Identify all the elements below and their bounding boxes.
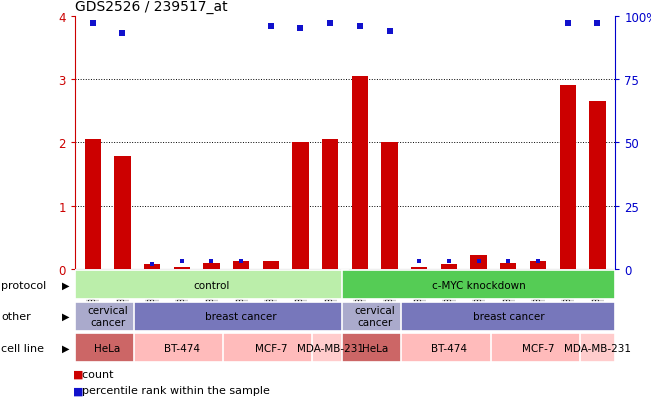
Bar bbox=[579, 333, 615, 362]
Text: MCF-7: MCF-7 bbox=[521, 343, 554, 353]
Text: ■: ■ bbox=[73, 369, 83, 379]
Bar bbox=[471, 255, 487, 269]
Bar bbox=[342, 333, 408, 362]
Bar bbox=[134, 333, 229, 362]
Text: cervical
cancer: cervical cancer bbox=[87, 306, 128, 327]
Text: ▶: ▶ bbox=[62, 311, 70, 321]
Bar bbox=[322, 140, 339, 269]
Bar bbox=[411, 267, 428, 269]
Bar bbox=[292, 143, 309, 269]
Text: BT-474: BT-474 bbox=[164, 343, 200, 353]
Text: c-MYC knockdown: c-MYC knockdown bbox=[432, 280, 525, 290]
Text: percentile rank within the sample: percentile rank within the sample bbox=[75, 385, 270, 395]
Bar bbox=[223, 333, 318, 362]
Bar bbox=[174, 267, 190, 269]
Text: GDS2526 / 239517_at: GDS2526 / 239517_at bbox=[75, 0, 227, 14]
Text: MDA-MB-231: MDA-MB-231 bbox=[297, 343, 364, 353]
Bar bbox=[530, 262, 546, 269]
Bar bbox=[589, 102, 605, 269]
Bar bbox=[402, 302, 615, 331]
Bar bbox=[233, 262, 249, 269]
Text: breast cancer: breast cancer bbox=[473, 311, 544, 321]
Bar bbox=[203, 263, 219, 269]
Bar bbox=[352, 76, 368, 269]
Bar bbox=[75, 333, 140, 362]
Text: other: other bbox=[1, 311, 31, 321]
Text: MDA-MB-231: MDA-MB-231 bbox=[564, 343, 631, 353]
Bar bbox=[490, 333, 585, 362]
Text: ▶: ▶ bbox=[62, 343, 70, 353]
Text: control: control bbox=[193, 280, 230, 290]
Bar bbox=[134, 302, 348, 331]
Bar bbox=[342, 271, 615, 299]
Bar bbox=[441, 264, 457, 269]
Text: ■: ■ bbox=[73, 385, 83, 395]
Bar bbox=[559, 86, 576, 269]
Bar bbox=[402, 333, 497, 362]
Bar bbox=[262, 262, 279, 269]
Text: HeLa: HeLa bbox=[361, 343, 388, 353]
Bar bbox=[381, 143, 398, 269]
Bar bbox=[144, 264, 160, 269]
Text: MCF-7: MCF-7 bbox=[255, 343, 287, 353]
Text: count: count bbox=[75, 369, 113, 379]
Text: HeLa: HeLa bbox=[94, 343, 120, 353]
Text: breast cancer: breast cancer bbox=[205, 311, 277, 321]
Bar bbox=[75, 271, 348, 299]
Bar bbox=[312, 333, 348, 362]
Bar bbox=[75, 302, 140, 331]
Text: cervical
cancer: cervical cancer bbox=[354, 306, 395, 327]
Text: cell line: cell line bbox=[1, 343, 44, 353]
Bar bbox=[114, 157, 131, 269]
Bar bbox=[85, 140, 101, 269]
Text: protocol: protocol bbox=[1, 280, 47, 290]
Text: ▶: ▶ bbox=[62, 280, 70, 290]
Text: BT-474: BT-474 bbox=[431, 343, 467, 353]
Bar bbox=[342, 302, 408, 331]
Bar bbox=[500, 263, 516, 269]
